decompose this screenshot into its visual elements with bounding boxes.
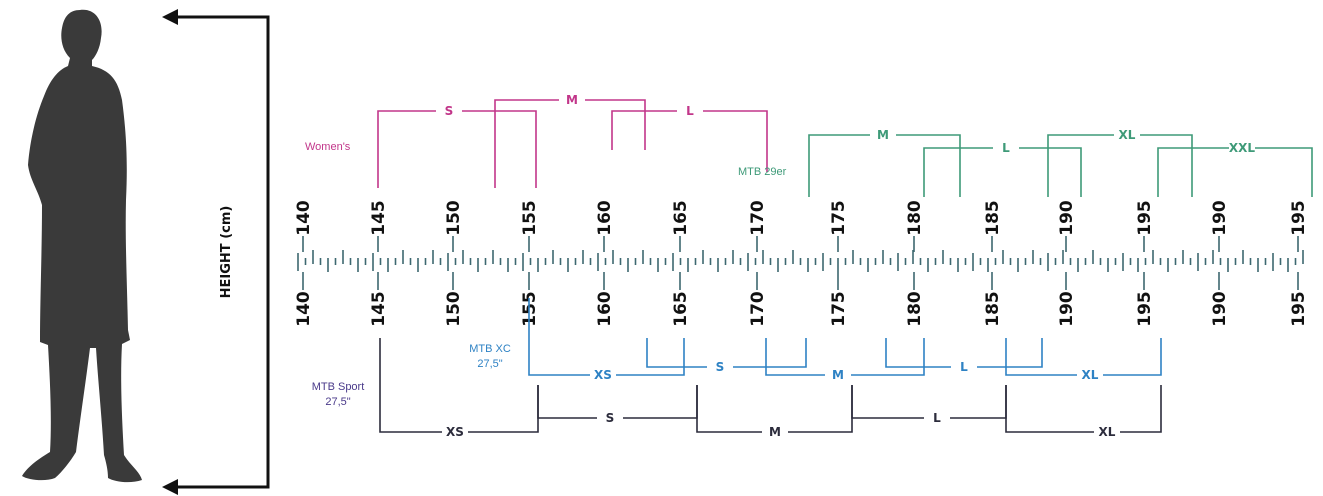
upper-tick-label: 150	[444, 200, 464, 236]
mtb29er-size-bracket: XL	[1047, 128, 1193, 197]
upper-tick-label: 165	[671, 200, 691, 236]
axis-title: HEIGHT (cm)	[219, 206, 234, 299]
bracket-line	[885, 338, 1043, 368]
womens-label: Women's	[305, 141, 351, 153]
bracket-line	[379, 338, 539, 433]
mtbxc-size-label: S	[716, 360, 725, 374]
bracket-line	[851, 385, 1007, 419]
bracket-line	[808, 134, 961, 197]
mtbsport-size-bracket: XS	[379, 338, 539, 439]
lower-tick-label: 190	[1210, 291, 1230, 327]
bracket-line	[537, 385, 698, 419]
upper-tick-label: 195	[1289, 200, 1309, 236]
lower-tick-label: 170	[748, 291, 768, 327]
mtbsport-size-label: XL	[1099, 425, 1116, 439]
womens-size-label: M	[566, 93, 578, 107]
person-silhouette	[22, 9, 142, 483]
lower-tick-label: 195	[1135, 291, 1155, 327]
mtb29er-label: MTB 29er	[738, 166, 787, 178]
mtb29er-size-label: XXL	[1229, 141, 1256, 155]
mtbxc-size-bracket: M	[765, 338, 925, 382]
womens-size-bracket: L	[611, 104, 768, 172]
lower-tick-label: 180	[905, 291, 925, 327]
mtb29er-size-bracket: XXL	[1157, 141, 1313, 197]
mtbxc-size-label: L	[960, 360, 968, 374]
lower-tick-label: 140	[294, 291, 314, 327]
mtbsport-size-bracket: M	[696, 385, 853, 439]
bracket-line	[646, 338, 807, 368]
lower-tick-label: 195	[1289, 291, 1309, 327]
lower-tick-label: 190	[1057, 291, 1077, 327]
womens-size-label: S	[445, 104, 454, 118]
mtbxc-label-line2: 27,5"	[477, 358, 502, 370]
upper-tick-label: 140	[294, 200, 314, 236]
upper-tick-label: 190	[1057, 200, 1077, 236]
upper-tick-label: 155	[520, 200, 540, 236]
mtbxc-size-bracket: XS	[528, 298, 685, 382]
size-brackets: S M L M L XL XXL XS S M L XL XS S M L XL	[377, 93, 1313, 439]
upper-tick-label: 145	[369, 200, 389, 236]
upper-tick-label: 170	[748, 200, 768, 236]
mtbxc-size-bracket: XL	[1005, 338, 1162, 382]
upper-tick-label: 190	[1210, 200, 1230, 236]
height-arrow	[172, 15, 270, 489]
mtbxc-label-line1: MTB XC	[469, 343, 511, 355]
arrowhead-bottom-icon	[162, 479, 178, 495]
mtbxc-size-label: XL	[1082, 368, 1099, 382]
mtbxc-size-label: XS	[594, 368, 612, 382]
mtbsport-label-line2: 27,5"	[325, 396, 350, 408]
upper-tick-label: 160	[595, 200, 615, 236]
mtbxc-size-bracket: L	[885, 338, 1043, 374]
bracket-line	[611, 110, 768, 172]
ruler	[297, 250, 1304, 272]
mtbsport-size-label: XS	[446, 425, 464, 439]
lower-tick-label: 175	[829, 291, 849, 327]
mtbsport-size-label: M	[769, 425, 781, 439]
bracket-line	[1157, 147, 1313, 197]
bracket-line	[1047, 134, 1193, 197]
upper-tick-label: 195	[1135, 200, 1155, 236]
upper-tick-label: 180	[905, 200, 925, 236]
lower-tick-label: 165	[671, 291, 691, 327]
bracket-line	[377, 110, 537, 188]
mtbsport-label-line1: MTB Sport	[312, 381, 365, 393]
upper-tick-label: 185	[983, 200, 1003, 236]
mtbsport-size-bracket: L	[851, 385, 1007, 425]
womens-size-label: L	[686, 104, 694, 118]
mtb29er-size-label: XL	[1119, 128, 1136, 142]
mtbxc-size-bracket: S	[646, 338, 807, 374]
bracket-line	[1005, 338, 1162, 376]
tick-labels: 140 140 145 145 150 150 155 155 160 160 165 165 170 1…	[294, 200, 1309, 327]
lower-tick-label: 155	[520, 291, 540, 327]
bracket-line	[765, 338, 925, 376]
womens-size-bracket: M	[494, 93, 646, 188]
mtbsport-size-bracket: XL	[1005, 385, 1162, 439]
mtb29er-size-label: M	[877, 128, 889, 142]
mtbxc-size-label: M	[832, 368, 844, 382]
upper-tick-label: 175	[829, 200, 849, 236]
lower-tick-label: 150	[444, 291, 464, 327]
mtbsport-size-label: S	[606, 411, 615, 425]
lower-tick-label: 160	[595, 291, 615, 327]
bracket-line	[923, 147, 1082, 197]
bracket-line	[528, 298, 685, 376]
womens-size-bracket: S	[377, 104, 537, 188]
mtb29er-size-bracket: L	[923, 141, 1082, 197]
bracket-line	[1005, 385, 1162, 433]
bracket-line	[494, 99, 646, 188]
mtb29er-size-bracket: M	[808, 128, 961, 197]
mtbsport-size-bracket: S	[537, 385, 698, 425]
lower-tick-label: 145	[369, 291, 389, 327]
mtbsport-size-label: L	[933, 411, 941, 425]
lower-tick-label: 185	[983, 291, 1003, 327]
mtb29er-size-label: L	[1002, 141, 1010, 155]
arrowhead-top-icon	[162, 9, 178, 25]
